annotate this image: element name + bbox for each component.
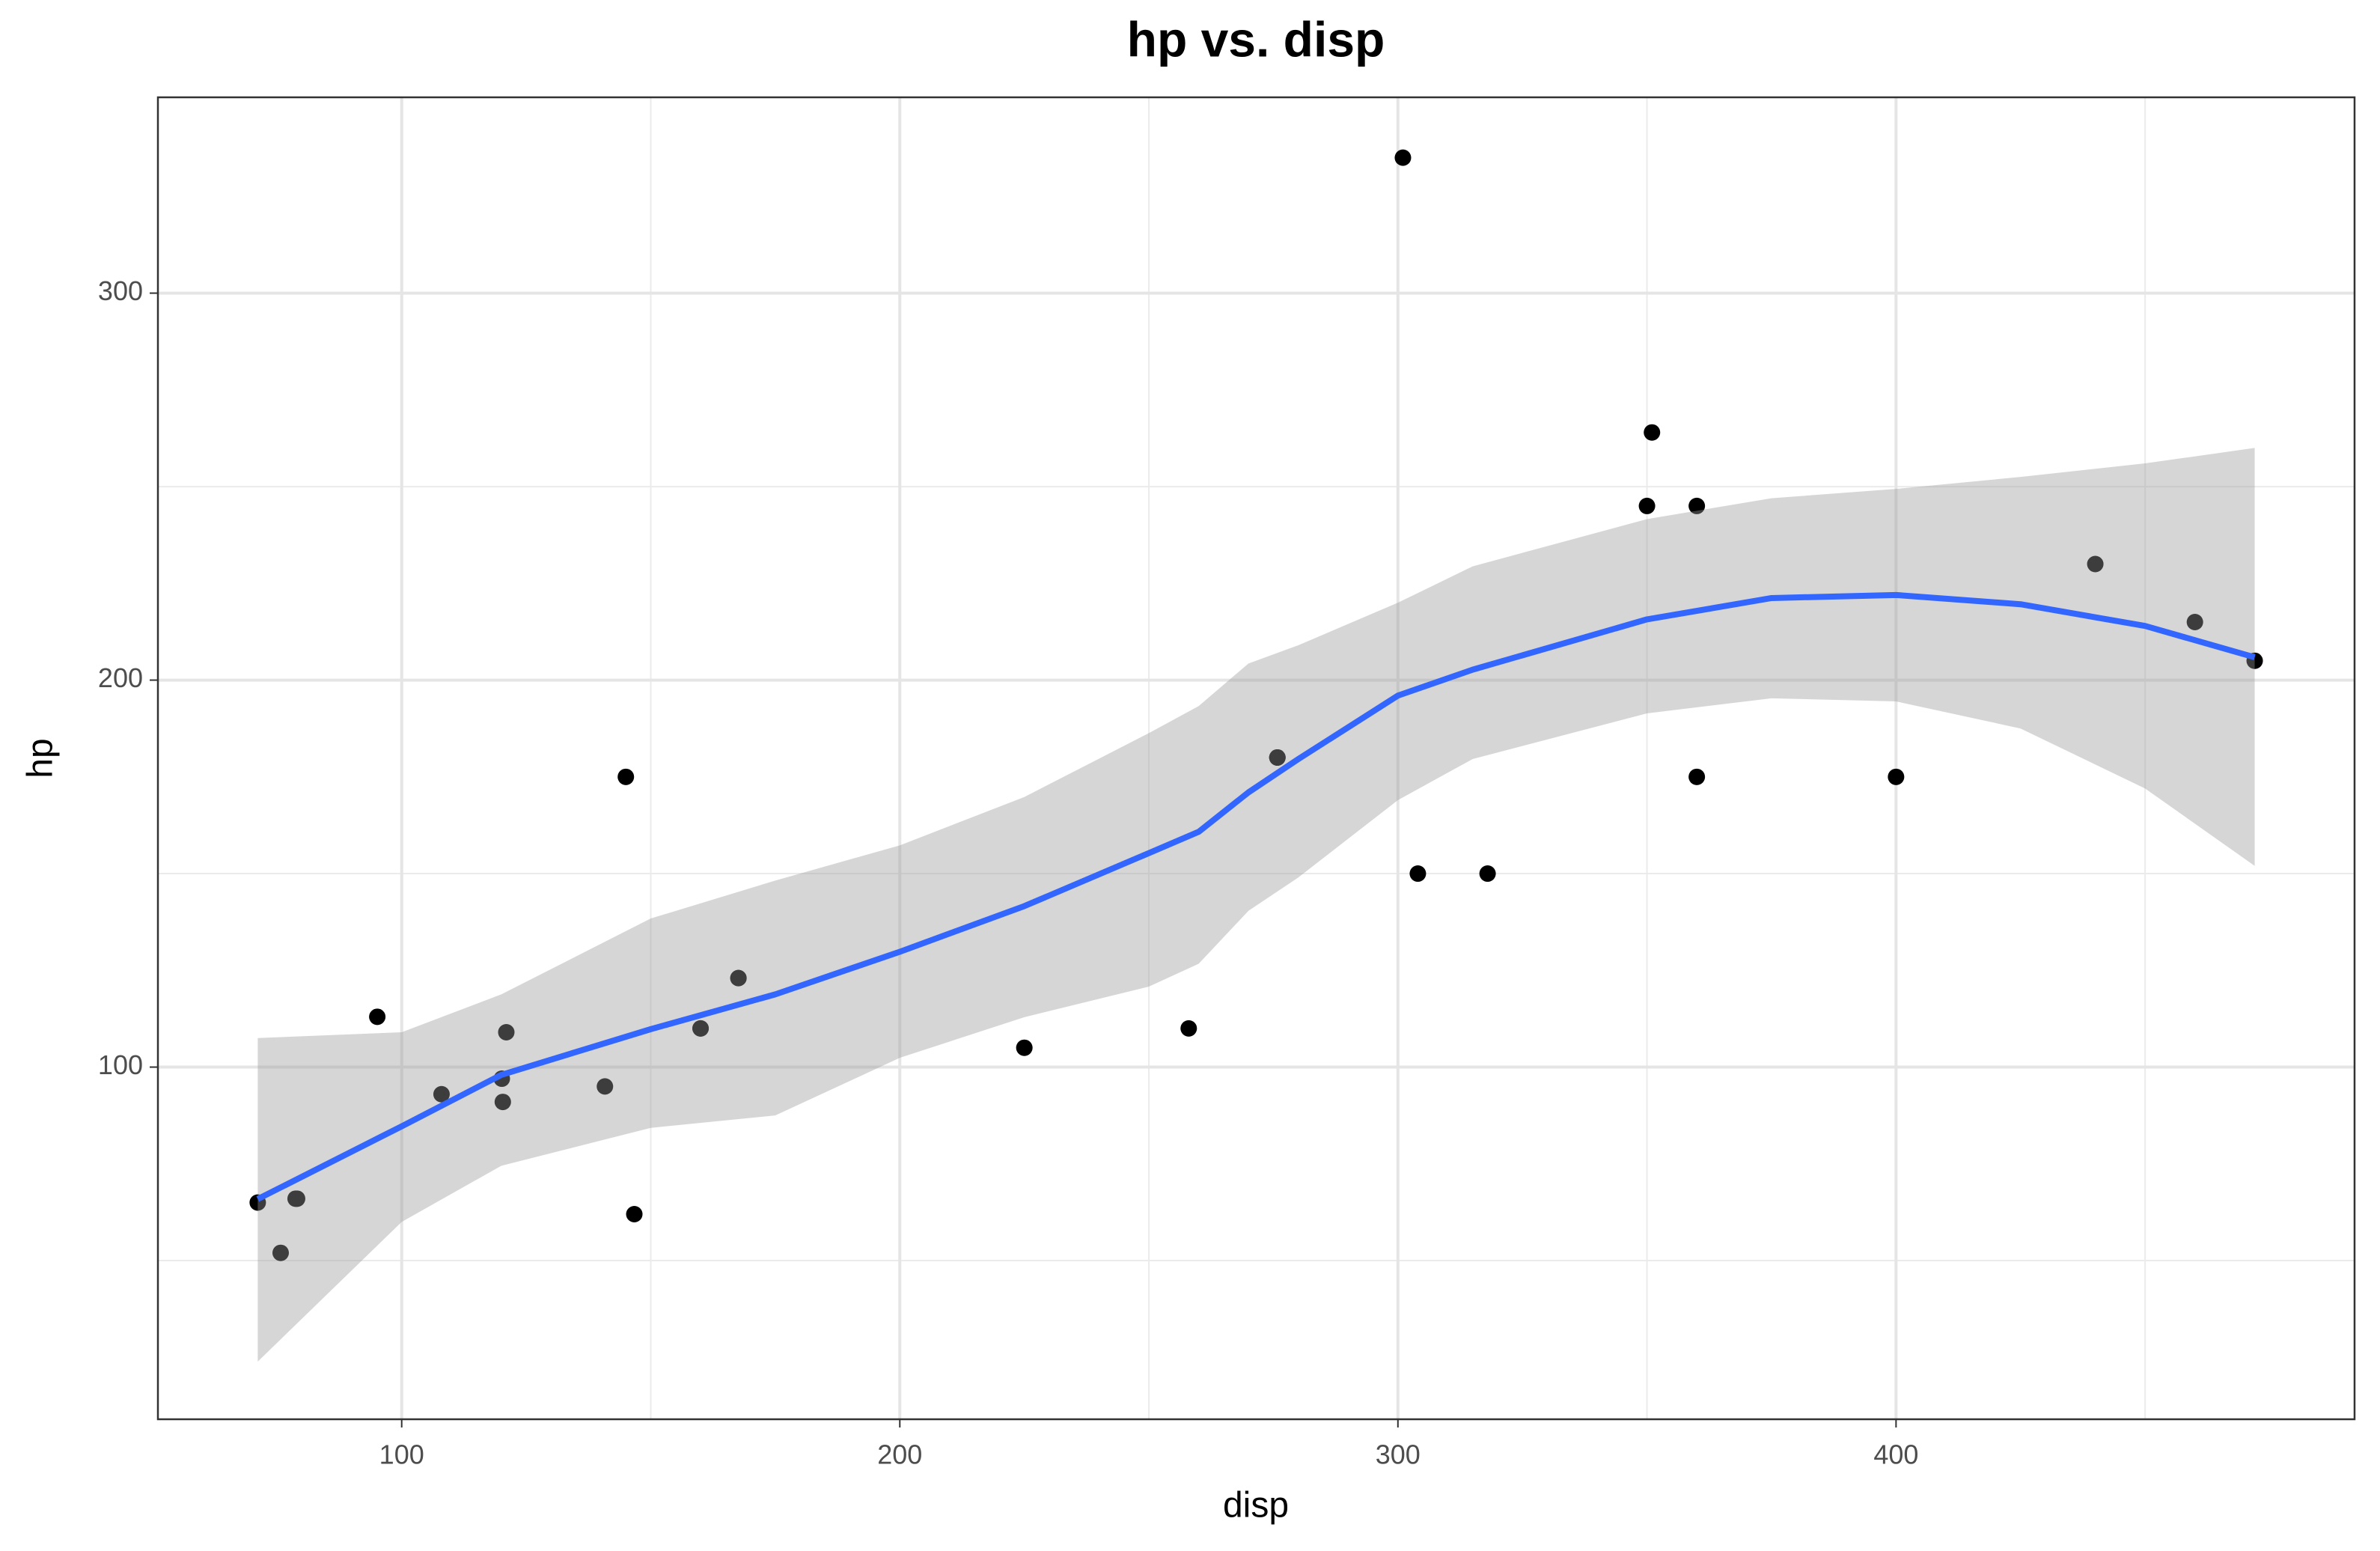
point	[1888, 768, 1905, 785]
point	[1409, 865, 1427, 883]
point	[1688, 768, 1706, 785]
panel-border	[156, 96, 2356, 1421]
smooth-line	[256, 591, 2256, 1202]
point	[494, 1094, 511, 1111]
point	[1688, 497, 1706, 514]
point	[617, 768, 635, 785]
point	[730, 969, 747, 987]
y-tick-label: 300	[98, 275, 143, 306]
point	[369, 1008, 386, 1026]
point	[2087, 555, 2104, 573]
point	[692, 1020, 710, 1037]
x-tick-label: 300	[1376, 1439, 1421, 1470]
point	[1638, 497, 1656, 514]
point	[1479, 865, 1496, 883]
x-tick-label: 400	[1873, 1439, 1918, 1470]
chart-title: hp vs. disp	[1127, 11, 1385, 67]
point	[1644, 424, 1661, 441]
y-axis-title: hp	[21, 738, 61, 778]
point	[498, 1024, 515, 1041]
point	[433, 1085, 450, 1103]
y-tick-label: 100	[98, 1049, 143, 1080]
point	[2186, 614, 2203, 631]
point	[596, 1078, 614, 1095]
x-tick-label: 100	[379, 1439, 424, 1470]
point	[1269, 749, 1286, 766]
plot-panel	[158, 97, 2355, 1419]
point	[1394, 149, 1412, 166]
point	[626, 1206, 643, 1223]
x-axis-title: disp	[1223, 1486, 1289, 1526]
y-tick-label: 200	[98, 662, 143, 693]
point	[1180, 1020, 1197, 1037]
point	[272, 1244, 289, 1261]
point	[1016, 1039, 1033, 1056]
point	[288, 1190, 305, 1207]
x-tick-label: 200	[877, 1439, 922, 1470]
confidence-band	[257, 448, 2255, 1362]
